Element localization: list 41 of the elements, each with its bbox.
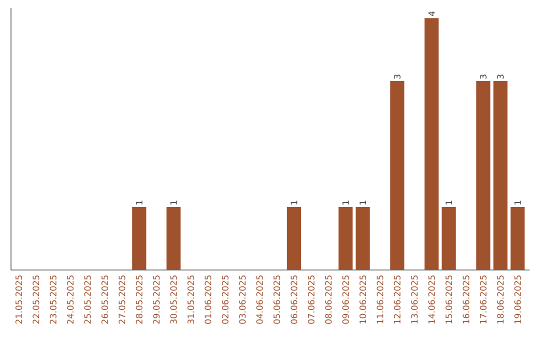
x-tick-label: 06.06.2025 xyxy=(290,275,298,324)
x-tick-label: 23.05.2025 xyxy=(50,275,56,324)
x-tick-label: 28.05.2025 xyxy=(136,275,142,324)
x-tick-label: 04.06.2025 xyxy=(256,275,263,324)
x-tick-label: 29.05.2025 xyxy=(153,275,160,324)
x-tick-label: 05.06.2025 xyxy=(274,275,280,324)
x-tick-label: 27.05.2025 xyxy=(118,275,126,324)
x-tick-label: 26.05.2025 xyxy=(101,275,108,324)
x-tick-label: 25.05.2025 xyxy=(84,275,91,324)
x-tick-label: 31.05.2025 xyxy=(188,275,194,324)
x-tick-label: 19.06.2025 xyxy=(514,275,521,324)
data-label: 1 xyxy=(360,200,366,204)
x-tick-label: 14.06.2025 xyxy=(428,275,435,324)
x-tick-label: 10.06.2025 xyxy=(360,275,366,324)
x-tick-label: 01.06.2025 xyxy=(204,275,212,324)
data-label: 1 xyxy=(170,200,177,204)
x-tick-label: 03.06.2025 xyxy=(239,275,246,324)
data-label: 3 xyxy=(394,74,400,79)
x-tick-label: 22.05.2025 xyxy=(32,275,40,324)
x-tick-label: 02.06.2025 xyxy=(222,275,228,324)
data-label: 1 xyxy=(136,200,142,204)
x-tick-label: 17.06.2025 xyxy=(480,275,487,324)
x-tick-label: 24.05.2025 xyxy=(67,275,74,324)
data-label: 3 xyxy=(480,74,487,79)
x-tick-label: 16.06.2025 xyxy=(462,275,470,324)
data-label: 3 xyxy=(497,74,504,79)
x-tick-label: 11.06.2025 xyxy=(376,275,384,324)
x-tick-label: 18.06.2025 xyxy=(497,275,504,324)
x-tick-label: 12.06.2025 xyxy=(394,275,400,324)
data-label: 1 xyxy=(342,200,349,204)
x-tick-label: 08.06.2025 xyxy=(325,275,332,324)
data-label: 1 xyxy=(290,200,298,204)
x-tick-label: 07.06.2025 xyxy=(308,275,314,324)
x-tick-label: 21.05.2025 xyxy=(15,275,22,324)
x-tick-label: 13.06.2025 xyxy=(411,275,418,324)
data-label: 1 xyxy=(514,200,521,204)
data-label: 4 xyxy=(428,11,435,16)
x-tick-label: 30.05.2025 xyxy=(170,275,177,324)
x-tick-label: 15.06.2025 xyxy=(446,275,452,324)
data-label: 1 xyxy=(446,200,452,204)
x-tick-label: 09.06.2025 xyxy=(342,275,349,324)
